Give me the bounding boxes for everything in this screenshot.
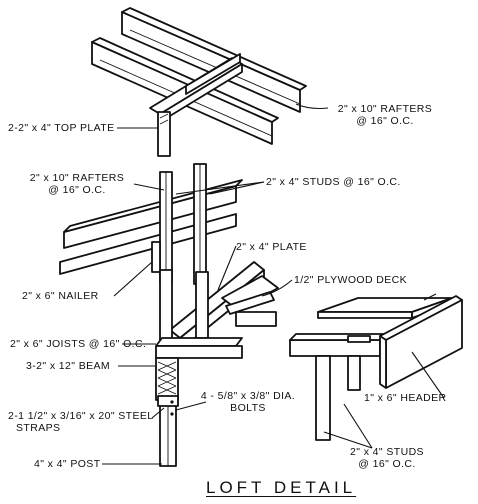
- leader-lower-studs-a: [343, 403, 373, 449]
- label-post: 4" x 4" POST: [34, 458, 101, 470]
- label-studs-lower-line2: @ 16" O.C.: [358, 458, 416, 470]
- leader-studs-a: [175, 181, 265, 195]
- label-bolts: 4 - 5/8" x 3/8" DIA. BOLTS: [190, 390, 306, 414]
- label-top-plate: 2-2" x 4" TOP PLATE: [8, 122, 115, 134]
- label-rafters-left-line2: @ 16" O.C.: [48, 184, 106, 196]
- label-rafters-upper-line1: 2" x 10" RAFTERS: [337, 103, 433, 115]
- label-straps-line1: 2-1 1/2" x 3/16" x 20" STEEL: [8, 410, 154, 422]
- label-nailer: 2" x 6" NAILER: [22, 290, 99, 302]
- joists-right: [289, 333, 387, 357]
- label-header: 1" x 6" HEADER: [364, 392, 447, 404]
- label-plate: 2" x 4" PLATE: [236, 241, 307, 253]
- label-straps-line2: STRAPS: [16, 422, 61, 434]
- label-plywood-deck: 1/2" PLYWOOD DECK: [294, 274, 408, 286]
- leader-plywood: [261, 279, 293, 297]
- label-bolts-line1: 4 - 5/8" x 3/8" DIA.: [200, 390, 296, 402]
- leader-plate: [217, 245, 237, 291]
- leader-upper-rafters: [295, 103, 329, 110]
- leader-header: [411, 351, 445, 399]
- leader-deck: [423, 293, 437, 301]
- plate-lower: [221, 275, 279, 315]
- label-bolts-line2: BOLTS: [230, 402, 266, 414]
- label-joists: 2" x 6" JOISTS @ 16" O.C.: [10, 338, 147, 350]
- steel-straps: [157, 395, 179, 416]
- beam: [155, 357, 179, 401]
- joist-lower: [155, 311, 277, 359]
- label-studs-lower: 2" x 4" STUDS @ 16" O.C.: [340, 446, 434, 470]
- right-stud-short: [315, 355, 361, 441]
- label-rafters-upper: 2" x 10" RAFTERS @ 16" O.C.: [330, 103, 440, 127]
- nailer-block: [151, 241, 161, 273]
- leader-straps: [151, 407, 165, 419]
- header-board: [379, 295, 463, 389]
- label-beam: 3-2" x 12" BEAM: [26, 360, 111, 372]
- label-studs-lower-line1: 2" x 4" STUDS: [350, 446, 424, 458]
- top-stud: [157, 111, 171, 157]
- leader-left-rafters: [133, 183, 165, 191]
- leader-nailer: [113, 261, 153, 297]
- leader-studs-b: [209, 181, 265, 195]
- label-studs-upper: 2" x 4" STUDS @ 16" O.C.: [266, 176, 401, 188]
- middle-stud-left: [159, 171, 173, 283]
- label-rafters-left: 2" x 10" RAFTERS @ 16" O.C.: [18, 172, 136, 196]
- label-rafters-left-line1: 2" x 10" RAFTERS: [29, 172, 125, 184]
- label-straps: 2-1 1/2" x 3/16" x 20" STEEL STRAPS: [8, 410, 158, 434]
- drawing-title: LOFT DETAIL: [206, 478, 357, 497]
- leader-lower-studs-b: [323, 431, 373, 449]
- middle-stud-right: [193, 163, 207, 285]
- lower-stud-pair: [159, 269, 209, 343]
- leader-bolts: [175, 401, 207, 411]
- label-rafters-upper-line2: @ 16" O.C.: [356, 115, 414, 127]
